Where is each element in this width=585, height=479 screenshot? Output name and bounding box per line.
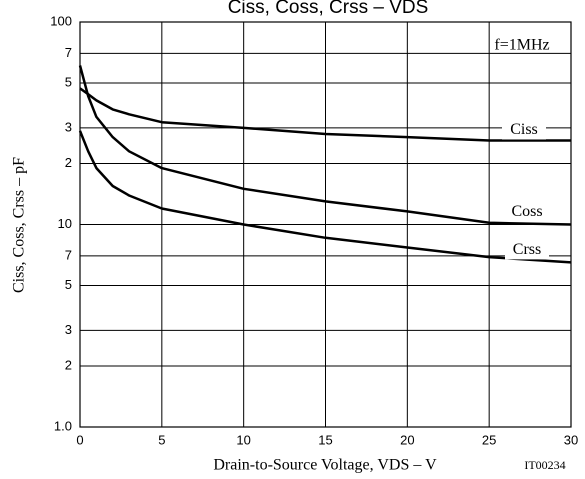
annotation-box [478, 36, 568, 58]
x-tick-label: 30 [564, 432, 578, 447]
y-tick-label: 100 [50, 13, 72, 28]
x-tick-label: 5 [158, 432, 165, 447]
y-tick-label: 5 [65, 74, 72, 89]
annotation: IT00234 [524, 458, 565, 472]
chart-title: Ciss, Coss, Crss – VDS [228, 0, 429, 18]
series-label: Coss [511, 203, 542, 220]
label-bg [505, 203, 549, 222]
y-tick-label: 5 [65, 277, 72, 292]
y-tick-label: 2 [65, 155, 72, 170]
y-tick-label: 3 [65, 119, 72, 134]
series-label: Crss [513, 241, 541, 258]
x-tick-label: 10 [236, 432, 250, 447]
annotation: f=1MHz [494, 37, 549, 54]
x-tick-label: 25 [482, 432, 496, 447]
label-bg [502, 121, 546, 140]
label-bg [505, 241, 549, 260]
y-axis-label: Ciss, Coss, Crss – pF [11, 157, 28, 293]
x-tick-label: 15 [318, 432, 332, 447]
y-tick-label: 3 [65, 322, 72, 337]
y-tick-label: 1.0 [54, 418, 72, 433]
x-axis-label: Drain-to-Source Voltage, VDS – V [213, 457, 437, 474]
y-tick-label: 2 [65, 357, 72, 372]
y-tick-label: 7 [65, 45, 72, 60]
x-tick-label: 20 [400, 432, 414, 447]
series-label: Ciss [510, 121, 538, 138]
curve [78, 65, 572, 226]
x-tick-label: 0 [76, 432, 83, 447]
y-tick-label: 7 [65, 247, 72, 262]
y-tick-label: 10 [58, 216, 72, 231]
curve [79, 87, 571, 142]
curve [78, 130, 572, 264]
